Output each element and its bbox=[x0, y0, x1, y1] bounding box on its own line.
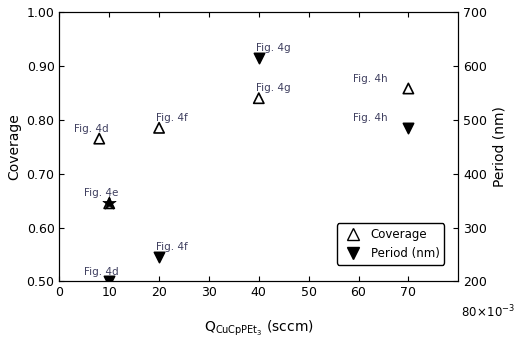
Point bbox=[105, 200, 113, 206]
Text: Fig. 4d: Fig. 4d bbox=[84, 266, 119, 276]
Text: Fig. 4d: Fig. 4d bbox=[74, 124, 109, 134]
Point bbox=[404, 86, 412, 91]
Text: Fig. 4g: Fig. 4g bbox=[256, 43, 291, 53]
Y-axis label: Period (nm): Period (nm) bbox=[493, 106, 507, 187]
Text: Fig. 4g: Fig. 4g bbox=[256, 83, 291, 93]
Point bbox=[404, 125, 412, 131]
Text: Fig. 4f: Fig. 4f bbox=[156, 242, 188, 252]
X-axis label: Q$_{\mathregular{CuCpPEt_3}}$ (sccm): Q$_{\mathregular{CuCpPEt_3}}$ (sccm) bbox=[204, 319, 314, 338]
Point bbox=[255, 96, 263, 101]
Text: Fig. 4e: Fig. 4e bbox=[84, 188, 118, 198]
Text: Fig. 4h: Fig. 4h bbox=[353, 113, 387, 123]
Point bbox=[105, 279, 113, 284]
Point bbox=[95, 136, 103, 141]
Point bbox=[255, 55, 263, 60]
Point bbox=[155, 125, 163, 131]
Text: $80\!\times\!10^{-3}$: $80\!\times\!10^{-3}$ bbox=[461, 304, 515, 320]
Legend: Coverage, Period (nm): Coverage, Period (nm) bbox=[337, 224, 444, 265]
Text: Fig. 4f: Fig. 4f bbox=[156, 113, 188, 123]
Point bbox=[105, 200, 113, 206]
Point bbox=[155, 254, 163, 260]
Y-axis label: Coverage: Coverage bbox=[7, 113, 21, 180]
Text: Fig. 4h: Fig. 4h bbox=[353, 73, 387, 83]
